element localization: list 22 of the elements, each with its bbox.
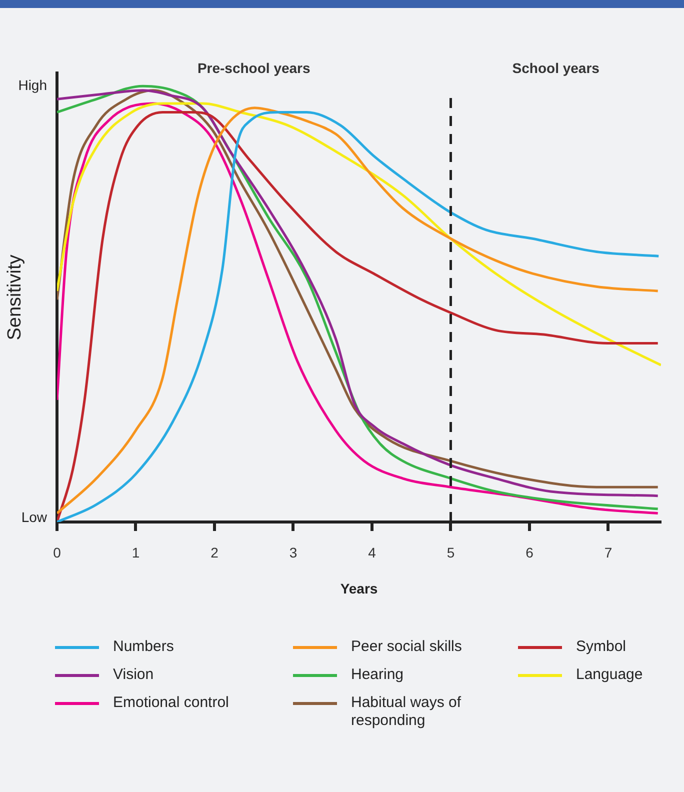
text: School years (512, 60, 600, 76)
x-tick-label: 7 (604, 544, 612, 560)
x-tick-label: 1 (132, 544, 140, 560)
text: Pre-school years (197, 60, 310, 76)
x-tick-label: 2 (210, 544, 219, 560)
x-tick-label: 6 (526, 544, 534, 560)
x-tick-label: 5 (446, 544, 455, 560)
y-axis-title: Sensitivity (4, 254, 26, 340)
legend-label: Habitual ways of responding (351, 694, 462, 730)
legend-label: Emotional control (113, 694, 229, 712)
x-tick-label: 3 (289, 544, 298, 560)
x-tick-label: 0 (53, 544, 62, 560)
legend-label: Hearing (351, 666, 404, 684)
x-tick-label: 4 (368, 544, 376, 560)
legend-label: Symbol (576, 638, 626, 656)
x-axis-title: Years (340, 580, 378, 596)
text: Low (21, 508, 48, 525)
legend-label: Language (576, 666, 643, 684)
legend-label: Numbers (113, 638, 174, 656)
legend-label: Peer social skills (351, 638, 462, 656)
legend-label: Vision (113, 666, 154, 684)
text: High (18, 76, 47, 93)
